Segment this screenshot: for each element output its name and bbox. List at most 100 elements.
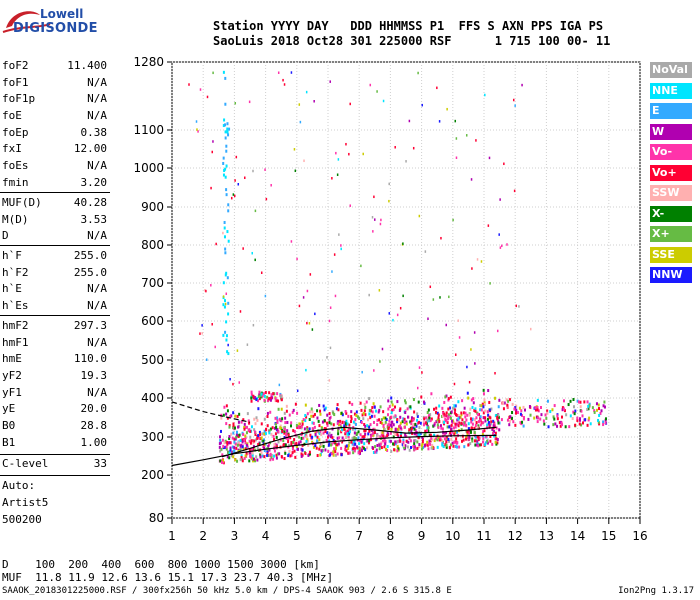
echo-point xyxy=(350,415,353,419)
x-tick-label: 15 xyxy=(601,529,616,543)
echo-point xyxy=(466,413,469,417)
echo-point xyxy=(467,429,470,433)
echo-point xyxy=(261,394,264,398)
echo-point xyxy=(597,407,600,411)
y-tick-label: 700 xyxy=(141,276,164,290)
echo-point xyxy=(375,450,378,454)
echo-point xyxy=(263,432,266,436)
echo-point xyxy=(227,133,230,137)
echo-point xyxy=(276,418,279,422)
echo-point xyxy=(347,451,350,455)
echo-point xyxy=(250,393,253,397)
echo-point xyxy=(222,303,225,307)
echo-point xyxy=(285,404,288,408)
echo-point xyxy=(341,413,344,417)
echo-point xyxy=(467,396,470,400)
echo-point xyxy=(347,427,350,431)
echo-point xyxy=(480,408,483,412)
echo-point xyxy=(441,443,444,447)
echo-point xyxy=(423,417,426,421)
echo-point xyxy=(560,421,563,425)
noise-point xyxy=(270,183,272,187)
echo-point xyxy=(225,149,228,153)
echo-point xyxy=(258,436,261,440)
echo-point xyxy=(404,411,407,415)
echo-point xyxy=(229,441,232,445)
echo-point xyxy=(439,424,442,428)
echo-point xyxy=(470,420,473,424)
echo-point xyxy=(429,413,432,417)
echo-point xyxy=(275,435,278,439)
echo-point xyxy=(353,449,356,453)
echo-point xyxy=(282,443,285,447)
echo-point xyxy=(565,413,568,417)
echo-point xyxy=(409,446,412,450)
noise-point xyxy=(313,100,315,103)
echo-point xyxy=(275,426,278,430)
echo-point xyxy=(285,431,288,435)
param-key: foF2 xyxy=(2,59,29,72)
param-row: foF1 N/A xyxy=(0,75,110,92)
echo-point xyxy=(275,399,278,403)
x-tick-label: 11 xyxy=(476,529,491,543)
noise-point xyxy=(506,243,508,246)
echo-point xyxy=(438,420,441,424)
echo-point xyxy=(604,421,607,425)
echo-point xyxy=(239,439,242,443)
param-key: C-level xyxy=(2,457,49,470)
echo-point xyxy=(244,425,247,429)
echo-point xyxy=(261,439,264,443)
echo-point xyxy=(536,408,539,412)
echo-point xyxy=(266,449,269,453)
echo-point xyxy=(494,434,497,438)
noise-point xyxy=(235,155,238,159)
noise-point xyxy=(468,380,471,384)
echo-point xyxy=(324,406,327,410)
echo-point xyxy=(366,439,369,443)
echo-point xyxy=(561,406,564,410)
echo-point xyxy=(469,442,472,446)
echo-point xyxy=(391,408,394,412)
param-key: fmin xyxy=(2,175,29,189)
echo-point xyxy=(444,437,447,441)
echo-point xyxy=(249,441,252,445)
echo-point xyxy=(353,412,356,416)
echo-point xyxy=(326,435,329,439)
echo-point xyxy=(260,451,263,455)
echo-point xyxy=(496,415,499,419)
echo-point xyxy=(358,442,361,446)
echo-point xyxy=(269,458,272,462)
echo-point xyxy=(346,422,349,426)
x-tick-label: 7 xyxy=(355,529,363,543)
echo-point xyxy=(320,433,323,437)
echo-point xyxy=(404,401,407,405)
echo-point xyxy=(487,389,490,393)
echo-point xyxy=(493,430,496,434)
noise-point xyxy=(371,216,374,219)
param-value: 40.28 xyxy=(73,196,107,209)
echo-point xyxy=(597,418,600,422)
echo-point xyxy=(451,419,454,423)
echo-point xyxy=(522,417,525,421)
scaled-parameters-panel: foF2 11.400 foF1 N/A foF1p N/A foE N/A foEp 0.38 f… xyxy=(0,58,110,526)
param-value: 3.53 xyxy=(80,212,108,226)
noise-point xyxy=(252,323,255,327)
legend-item: SSW xyxy=(650,185,692,201)
echo-point xyxy=(486,440,489,444)
echo-point xyxy=(267,443,270,447)
echo-point xyxy=(381,431,384,435)
echo-point xyxy=(367,441,370,445)
echo-point xyxy=(586,423,589,427)
echo-point xyxy=(455,413,458,417)
echo-point xyxy=(406,445,409,449)
param-value: 255.0 xyxy=(73,249,107,262)
echo-point xyxy=(311,427,314,431)
echo-point xyxy=(474,435,477,439)
echo-point xyxy=(427,408,430,412)
noise-point xyxy=(429,285,432,289)
x-tick-label: 1 xyxy=(168,529,176,543)
noise-point xyxy=(305,90,308,94)
echo-point xyxy=(234,437,237,441)
echo-point xyxy=(442,414,445,418)
echo-point xyxy=(373,427,376,431)
